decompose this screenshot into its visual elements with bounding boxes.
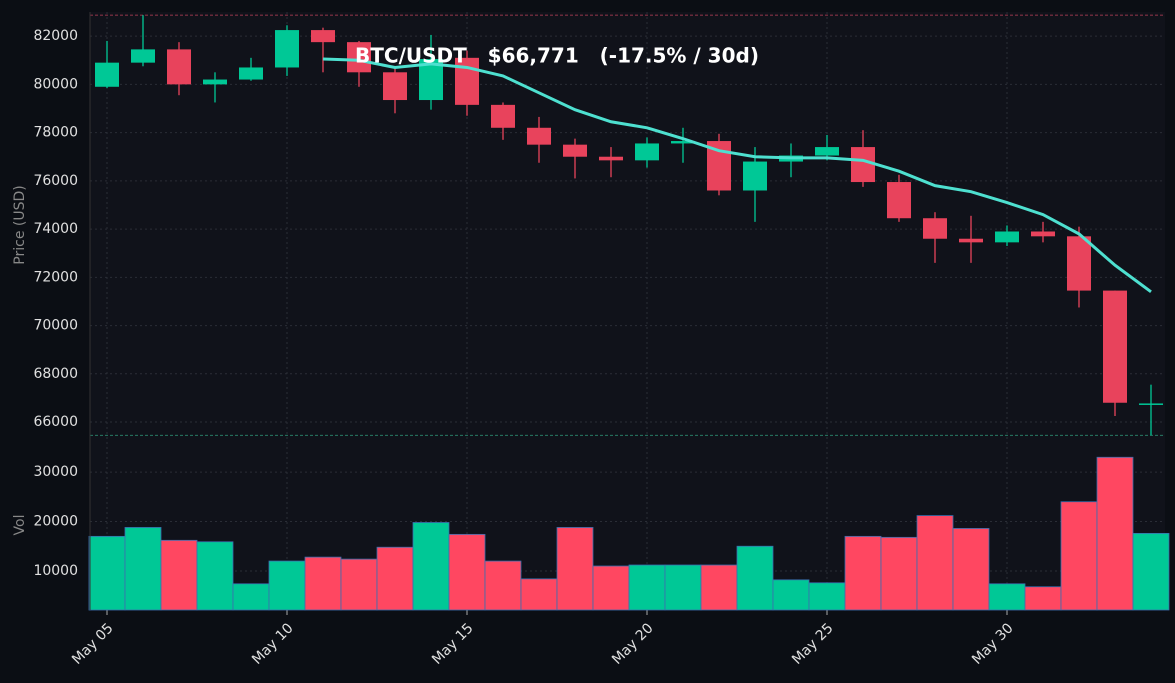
- volume-bar: [484, 560, 522, 611]
- volume-bar: [736, 545, 774, 611]
- candle-body: [167, 49, 191, 85]
- volume-bar: [1060, 501, 1098, 611]
- price-panel: [90, 12, 1165, 437]
- volume-tick-label: 30000: [33, 464, 78, 480]
- volume-bar: [952, 528, 990, 611]
- candle-body: [95, 62, 119, 87]
- volume-bar: [988, 583, 1026, 611]
- y-tick-label: 80000: [33, 76, 78, 92]
- volume-bar: [304, 556, 342, 611]
- candle-body: [1067, 236, 1091, 291]
- candle-body: [311, 30, 335, 43]
- y-tick-label: 74000: [33, 221, 78, 237]
- candle-body: [383, 72, 407, 101]
- candle-body: [851, 147, 875, 183]
- y-tick-label: 76000: [33, 173, 78, 189]
- candle-body: [563, 144, 587, 157]
- y-tick-label: 72000: [33, 269, 78, 285]
- y-tick-label: 82000: [33, 28, 78, 44]
- candle-body: [347, 42, 371, 73]
- volume-axis-label: Vol: [12, 515, 28, 536]
- y-tick-label: 66000: [33, 414, 78, 430]
- candle-body: [671, 141, 695, 144]
- volume-bar: [772, 579, 810, 611]
- candle-body: [275, 30, 299, 68]
- volume-bar: [88, 535, 126, 611]
- candle-body: [887, 182, 911, 219]
- volume-bar: [160, 539, 198, 611]
- volume-bar: [232, 583, 270, 611]
- candle-body: [527, 127, 551, 145]
- volume-bar: [700, 564, 738, 611]
- volume-bar: [1024, 586, 1062, 611]
- volume-bar: [376, 546, 414, 611]
- volume-bar: [196, 541, 234, 611]
- volume-bar: [268, 560, 306, 611]
- chart-title: BTC/USDT $66,771 (-17.5% / 30d): [355, 44, 759, 68]
- volume-bar: [520, 578, 558, 611]
- volume-bar: [1132, 532, 1170, 611]
- candle-body: [743, 161, 767, 191]
- volume-tick-label: 10000: [33, 563, 78, 579]
- volume-bar: [916, 515, 954, 611]
- candle-body: [239, 67, 263, 80]
- candle-body: [995, 231, 1019, 243]
- volume-bar: [556, 527, 594, 611]
- candle-body: [131, 49, 155, 63]
- volume-tick-label: 20000: [33, 514, 78, 530]
- y-tick-label: 70000: [33, 318, 78, 334]
- volume-bar: [340, 558, 378, 611]
- moving-average-line: [322, 57, 1152, 294]
- volume-bar: [844, 535, 882, 611]
- candle-body: [1139, 403, 1163, 405]
- volume-bar: [448, 533, 486, 611]
- candle-body: [1031, 231, 1055, 237]
- volume-bar: [412, 522, 450, 611]
- volume-bar: [808, 582, 846, 611]
- volume-bar: [880, 536, 918, 611]
- volume-bar: [664, 564, 702, 611]
- candle-body: [959, 238, 983, 243]
- y-axis-label: Price (USD): [12, 185, 28, 264]
- candle-body: [491, 104, 515, 128]
- y-tick-label: 78000: [33, 125, 78, 141]
- candle-body: [1103, 290, 1127, 403]
- candle-body: [815, 147, 839, 156]
- candle-body: [599, 156, 623, 161]
- volume-bar: [1096, 456, 1134, 611]
- candle-body: [635, 143, 659, 161]
- volume-bar: [628, 564, 666, 611]
- volume-bar: [124, 527, 162, 611]
- candle-body: [203, 79, 227, 85]
- y-tick-label: 68000: [33, 366, 78, 382]
- candle-body: [923, 218, 947, 239]
- volume-bar: [592, 565, 630, 611]
